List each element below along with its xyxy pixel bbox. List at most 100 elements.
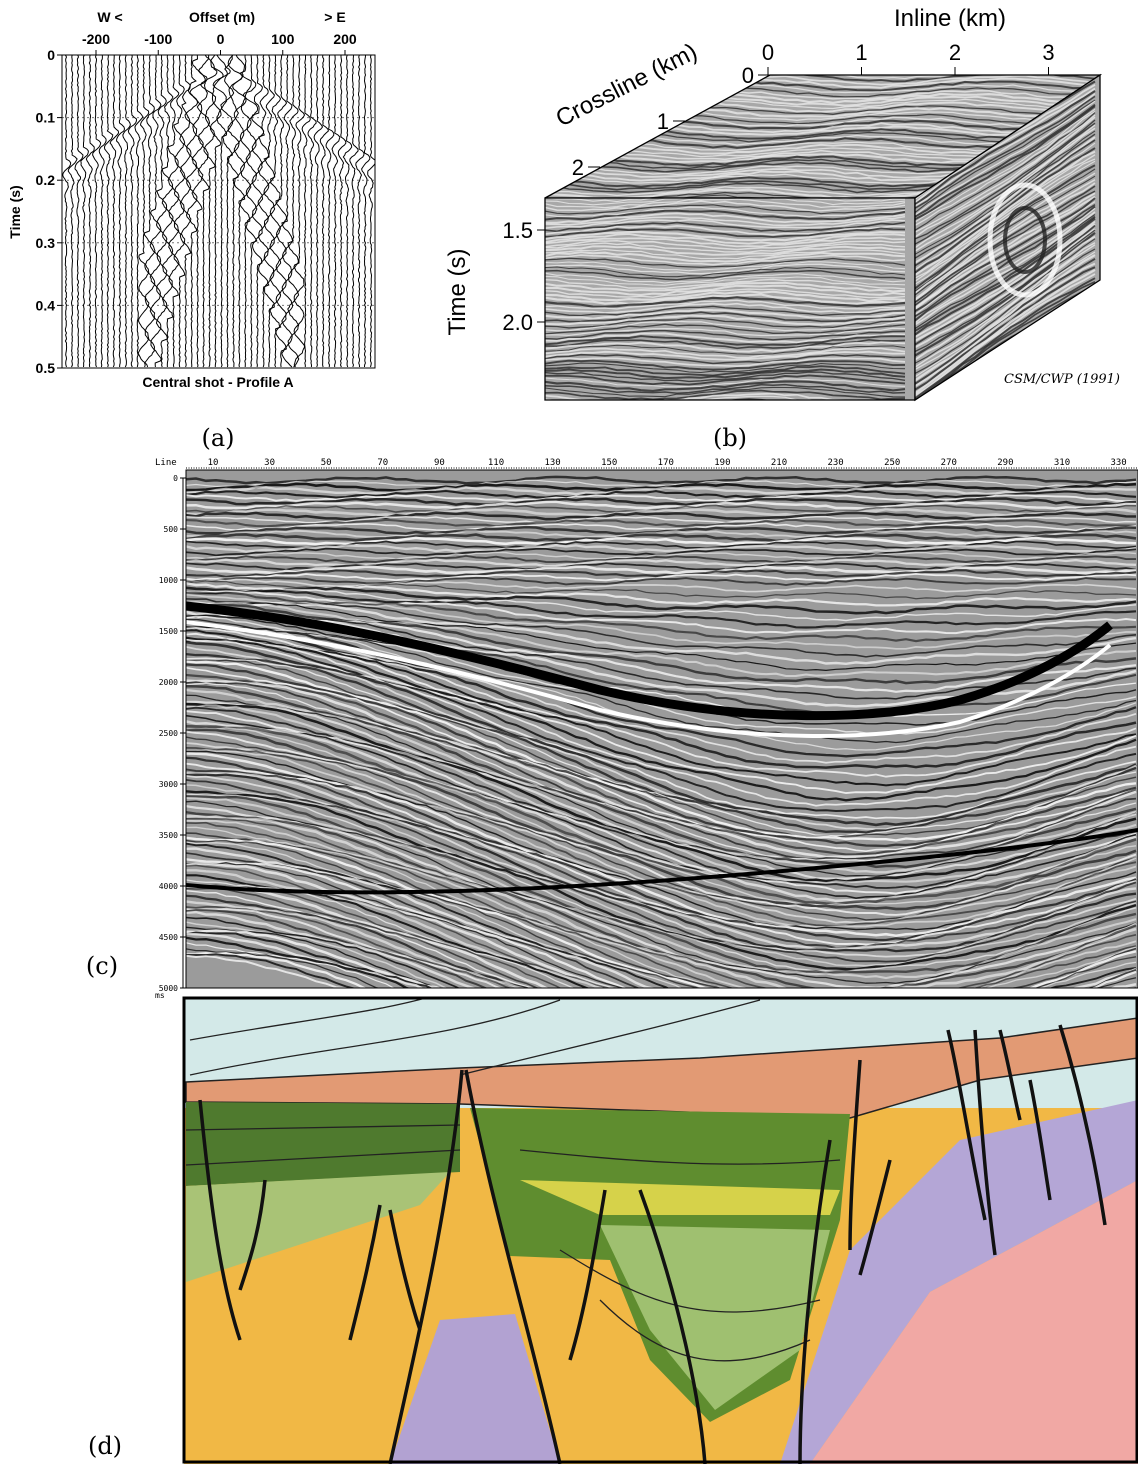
- x-tick-label: 310: [1054, 458, 1070, 468]
- fault: [998, 1029, 1022, 1121]
- reflector: [186, 632, 1137, 795]
- reflector: [186, 646, 1137, 831]
- horizon: [189, 998, 428, 1041]
- trace: [293, 55, 306, 368]
- fault: [388, 1209, 422, 1331]
- reflector: [545, 248, 906, 260]
- reflector: [915, 105, 1096, 221]
- y-tick-label: 4500: [159, 933, 178, 942]
- y-tick-label: 0.1: [36, 110, 56, 126]
- trace: [281, 55, 294, 368]
- reflector: [915, 0, 1095, 3]
- reflector: [915, 95, 1096, 209]
- reflector: [915, 116, 1096, 238]
- reflector: [545, 24, 1097, 33]
- reflector: [545, 48, 1097, 58]
- reflector: [545, 18, 1097, 27]
- reflector: [545, 22, 1097, 31]
- reflector: [186, 562, 1137, 571]
- inline-title: Inline (km): [894, 5, 1006, 32]
- y-tick-label: 5000: [159, 984, 178, 993]
- reflector: [915, 268, 1096, 395]
- x-tick-label: 150: [601, 458, 617, 468]
- reflector: [186, 522, 1137, 532]
- reflector: [545, 305, 906, 317]
- y-tick-label: 2000: [159, 678, 178, 687]
- reflector: [186, 887, 540, 988]
- y-tick-label: 3000: [159, 780, 178, 789]
- reflector: [186, 900, 527, 988]
- reflector: [545, 299, 906, 310]
- x-tick-label: 130: [544, 458, 560, 468]
- reflector: [545, 329, 906, 341]
- reflector: [545, 278, 906, 290]
- trace: [263, 55, 276, 368]
- trace: [67, 55, 78, 368]
- reflector: [545, 200, 906, 212]
- reflector: [545, 251, 906, 263]
- reflector: [186, 500, 1137, 510]
- reflector: [545, 42, 1097, 52]
- y-tick-label: 0.2: [36, 172, 56, 188]
- reflector: [186, 681, 1137, 861]
- reflector: [186, 565, 1137, 575]
- strong-reflector: [186, 620, 1112, 738]
- reflector: [186, 794, 1137, 975]
- reflector: [186, 591, 1137, 643]
- y-tick-label: 3500: [159, 831, 178, 840]
- reflector: [186, 932, 424, 988]
- trace: [251, 55, 265, 368]
- reflector: [545, 206, 906, 218]
- reflector: [186, 640, 1137, 827]
- trace: [212, 55, 231, 368]
- reflector: [915, 142, 1096, 270]
- fault: [973, 1029, 997, 1256]
- reflector: [545, 290, 906, 302]
- crossline-title: Crossline (km): [552, 38, 702, 132]
- reflector: [186, 916, 460, 988]
- wiggle-traces: [62, 55, 375, 368]
- x-tick-label: 30: [264, 458, 275, 468]
- reflector: [186, 948, 381, 988]
- reflector: [186, 889, 536, 988]
- reflector: [915, 281, 1096, 400]
- reflector: [186, 710, 1137, 895]
- trace: [301, 55, 311, 367]
- reflector: [545, 198, 906, 203]
- reflector: [545, 212, 906, 224]
- trace: [287, 55, 300, 368]
- trace: [367, 55, 375, 368]
- reflector: [545, 198, 906, 206]
- header-left: W <: [97, 9, 122, 25]
- y-tick-label: 500: [164, 525, 179, 534]
- trace: [325, 55, 335, 368]
- reflector: [545, 272, 906, 284]
- reflector: [186, 489, 1137, 499]
- section-frame: [182, 996, 1138, 1464]
- fault: [1028, 1079, 1052, 1201]
- trace: [166, 55, 180, 368]
- reflector: [186, 533, 1137, 543]
- trace: [313, 55, 324, 368]
- reflector: [186, 569, 1137, 578]
- crossline-tick-label: 2: [572, 155, 584, 180]
- reflector: [915, 207, 1096, 324]
- reflector: [915, 93, 1096, 207]
- trace: [331, 55, 341, 368]
- y-tick-label: 0: [173, 474, 178, 483]
- reflector: [186, 953, 356, 988]
- x-tick-label: 170: [658, 458, 674, 468]
- trace: [269, 55, 282, 368]
- trace: [184, 55, 199, 368]
- fault: [638, 1189, 707, 1464]
- reflector: [545, 302, 906, 314]
- trace: [149, 55, 162, 368]
- reflector: [545, 311, 906, 323]
- reflector: [545, 60, 1097, 69]
- reflector: [545, 368, 906, 380]
- reflector: [186, 839, 1137, 988]
- reflector: [915, 133, 1096, 259]
- x-tick-label: 10: [208, 458, 219, 468]
- horizon: [519, 1149, 841, 1165]
- trace: [239, 55, 252, 368]
